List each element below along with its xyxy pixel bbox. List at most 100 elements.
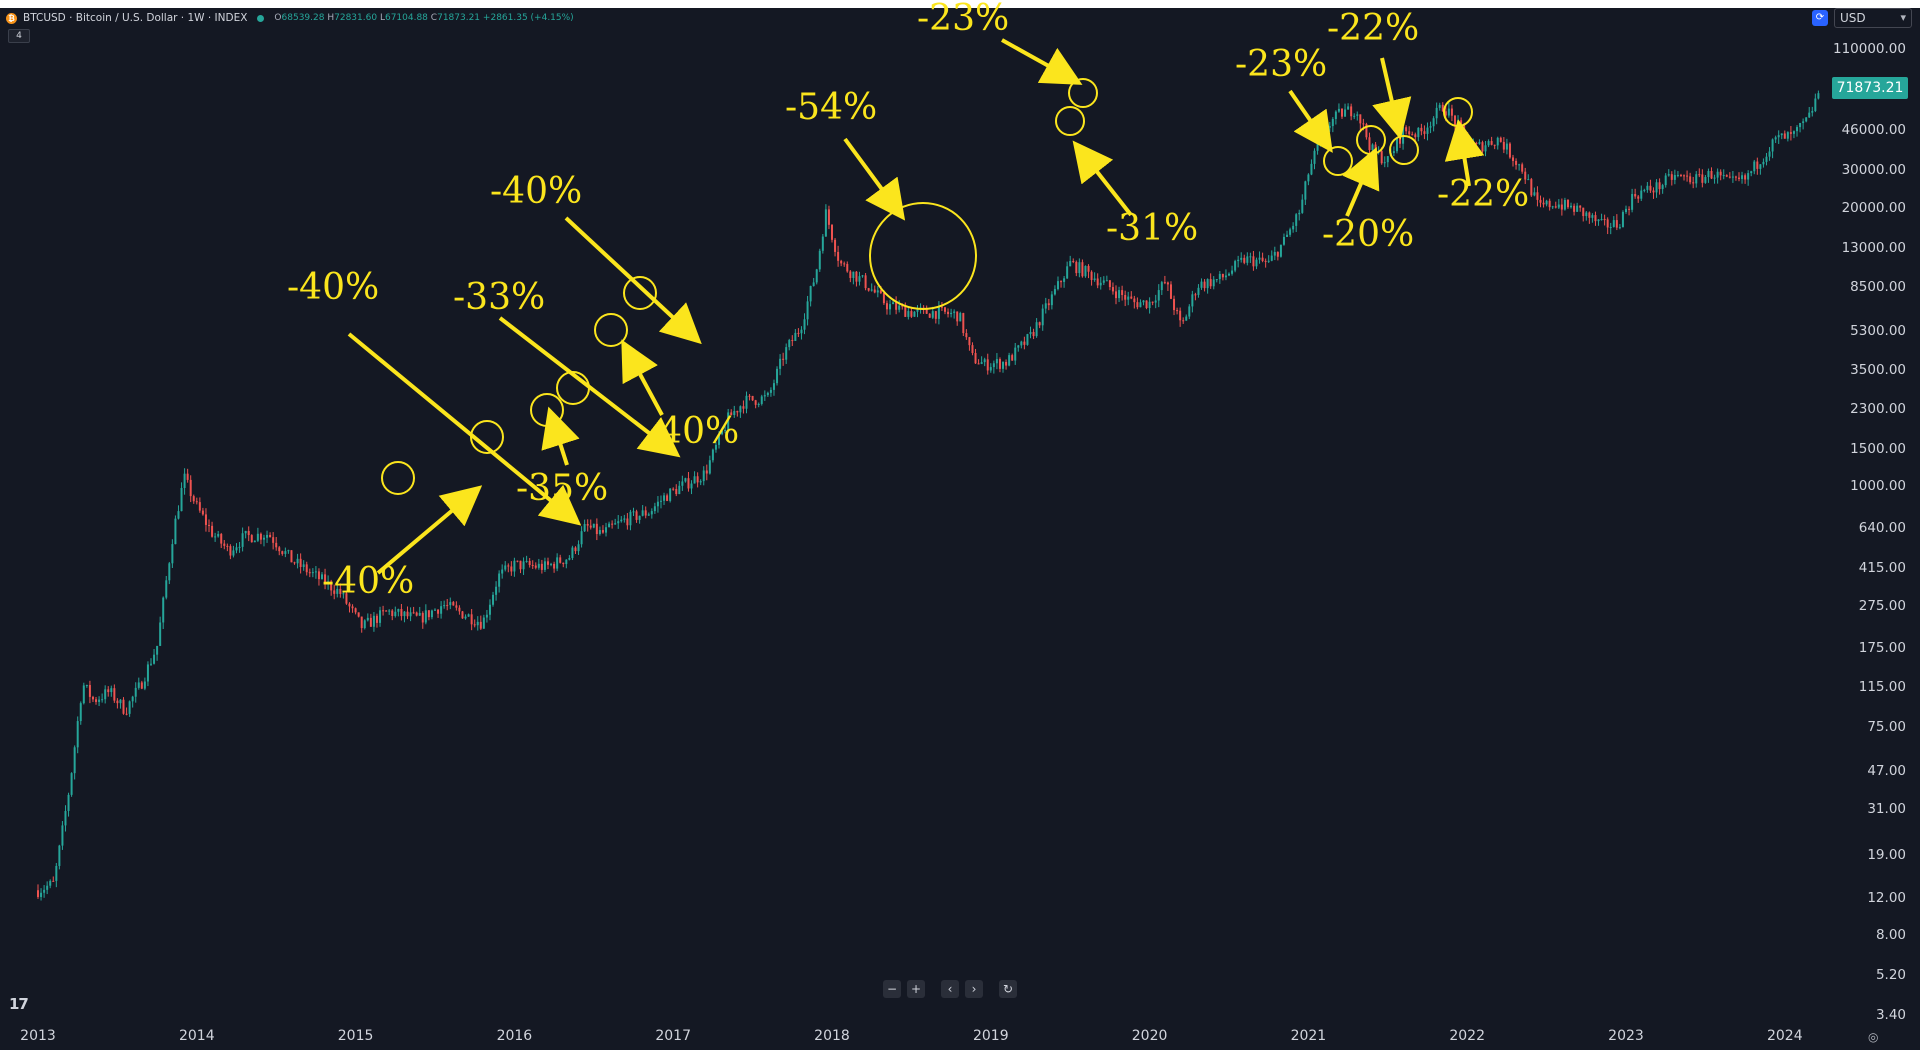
candle-body: [1047, 303, 1050, 306]
indicators-toggle[interactable]: 4: [8, 29, 30, 43]
candle-body: [586, 523, 589, 526]
price-chart[interactable]: [0, 0, 1824, 1020]
price-tick-label: 115.00: [1858, 679, 1906, 696]
candle-body: [705, 470, 708, 474]
zoom-out-button[interactable]: −: [883, 980, 901, 998]
candle-body: [812, 282, 815, 287]
candle-body: [919, 307, 922, 309]
candle-body: [1197, 287, 1200, 295]
candle-body: [638, 515, 641, 520]
candle-body: [214, 536, 217, 538]
scroll-left-button[interactable]: ‹: [941, 980, 959, 998]
candle-body: [1399, 137, 1402, 144]
candle-body: [892, 302, 895, 305]
candle-body: [1191, 294, 1194, 307]
candle-body: [1002, 361, 1005, 369]
candle-body: [1179, 310, 1182, 321]
candle-body: [351, 606, 354, 609]
candle-body: [253, 540, 256, 543]
window-top-edge: [0, 0, 1920, 8]
candle-body: [568, 558, 571, 560]
reset-chart-button[interactable]: ↻: [999, 980, 1017, 998]
candle-body: [183, 473, 186, 488]
candle-body: [143, 681, 146, 689]
price-axis[interactable]: 110000.00 46000.00 30000.00 20000.00 13000.0…: [1824, 0, 1920, 1050]
candle-body: [974, 353, 977, 364]
price-tick-label: 3500.00: [1850, 361, 1906, 378]
candle-body: [52, 880, 55, 882]
candle-body: [556, 557, 559, 569]
candle-body: [1753, 161, 1756, 172]
time-tick-label: 2021: [1290, 1028, 1327, 1044]
candle-body: [580, 531, 583, 545]
candle-body: [818, 250, 821, 270]
candle-body: [1203, 281, 1206, 289]
time-tick-label: 2024: [1766, 1028, 1803, 1044]
candle-body: [1423, 131, 1426, 134]
candle-body: [174, 518, 177, 545]
price-tick-label: 2300.00: [1850, 400, 1906, 417]
candle-body: [1545, 200, 1548, 205]
candle-body: [1576, 205, 1579, 212]
candle-body: [1588, 212, 1591, 218]
candle-body: [1533, 192, 1536, 196]
candle-body: [1124, 294, 1127, 300]
candle-body: [907, 311, 910, 317]
candle-body: [360, 616, 363, 629]
candle-body: [278, 547, 281, 552]
candle-body: [1597, 219, 1600, 222]
candle-body: [1313, 150, 1316, 164]
candle-body: [317, 571, 320, 580]
candle-body: [1478, 142, 1481, 144]
candle-body: [342, 593, 345, 595]
candle-body: [1069, 260, 1072, 267]
scroll-right-button[interactable]: ›: [965, 980, 983, 998]
candle-body: [666, 495, 669, 501]
candle-body: [482, 617, 485, 629]
time-axis[interactable]: 2013 2014 2015 2016 2017 2018 2019 2020 2021 2022…: [0, 1020, 1824, 1050]
candle-body: [1169, 284, 1172, 299]
candle-body: [1264, 260, 1267, 262]
candle-body: [953, 311, 956, 313]
candle-body: [1276, 252, 1279, 257]
candle-body: [1783, 133, 1786, 139]
candle-body: [302, 564, 305, 568]
candle-body: [1093, 278, 1096, 281]
candle-body: [345, 593, 348, 604]
candle-body: [815, 269, 818, 283]
candle-body: [1392, 151, 1395, 153]
zoom-in-button[interactable]: +: [907, 980, 925, 998]
price-tick-label: 47.00: [1867, 762, 1906, 779]
candle-body: [595, 523, 598, 535]
candle-body: [1081, 262, 1084, 277]
candle-body: [1750, 171, 1753, 174]
currency-selector[interactable]: ⟳ USD: [1812, 8, 1912, 28]
candle-body: [501, 569, 504, 574]
candle-body: [314, 571, 317, 573]
symbol-title[interactable]: BTCUSD · Bitcoin / U.S. Dollar · 1W · IN…: [23, 12, 248, 24]
candle-body: [61, 825, 64, 846]
tradingview-logo[interactable]: 17: [9, 995, 29, 1013]
candle-body: [284, 551, 287, 554]
candle-body: [751, 395, 754, 401]
currency-dropdown[interactable]: USD: [1834, 8, 1912, 28]
candle-body: [43, 889, 46, 893]
candle-body: [1728, 176, 1731, 178]
candle-body: [1246, 256, 1249, 263]
candle-body: [1371, 144, 1374, 151]
candle-body: [241, 533, 244, 547]
candle-body: [641, 510, 644, 516]
candle-body: [427, 610, 430, 618]
settings-icon[interactable]: ◎: [1868, 1030, 1879, 1044]
candle-body: [797, 332, 800, 334]
candle-body: [1655, 182, 1658, 193]
candle-body: [461, 611, 464, 619]
change-value: +2861.35 (+4.15%): [482, 13, 574, 23]
candle-body: [1799, 123, 1802, 128]
sync-icon[interactable]: ⟳: [1812, 10, 1828, 26]
candle-body: [223, 543, 226, 546]
candle-body: [1289, 229, 1292, 235]
candle-body: [1524, 171, 1527, 180]
candle-body: [776, 368, 779, 384]
candle-body: [525, 560, 528, 562]
